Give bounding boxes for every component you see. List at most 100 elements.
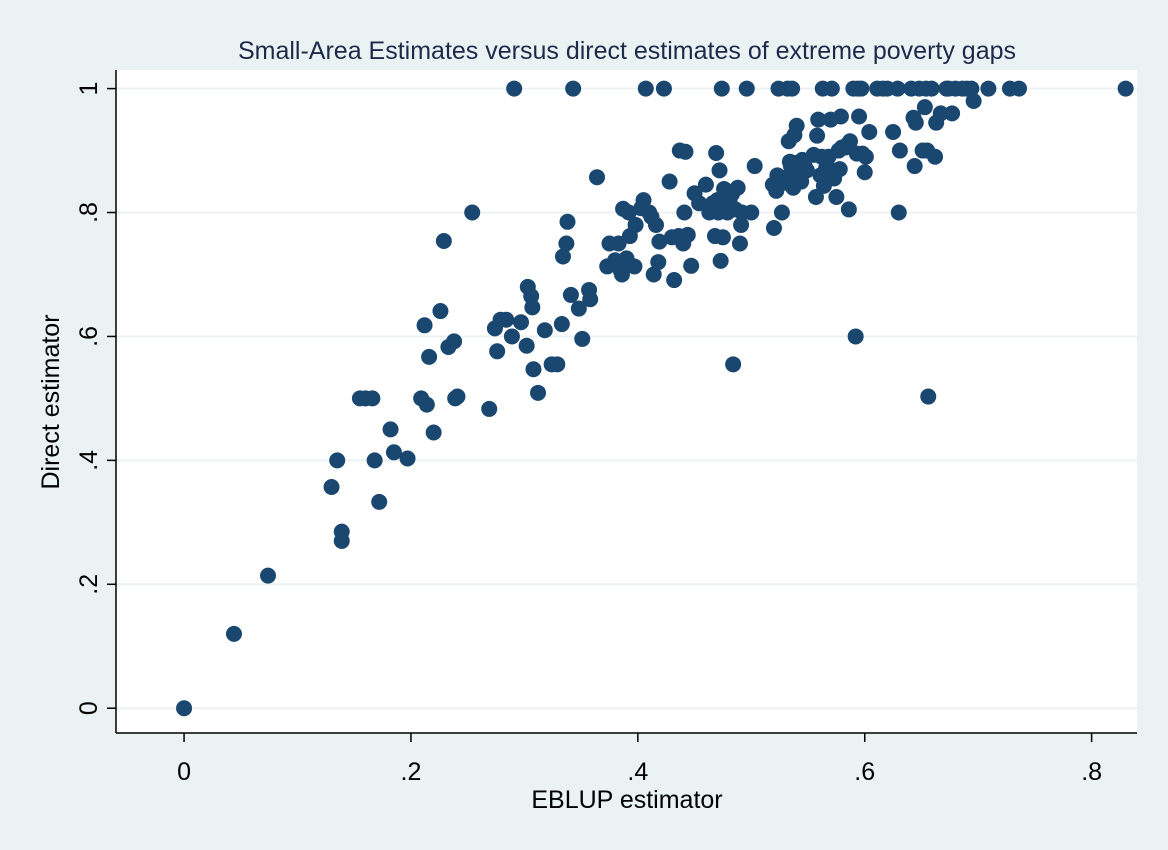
data-point [366,452,383,469]
data-point [613,266,630,283]
data-point [1117,80,1134,97]
y-tick-label: .2 [75,574,103,595]
data-point [620,204,637,221]
x-tick-label: .4 [627,758,648,786]
data-point [549,356,566,373]
data-point [418,396,435,413]
data-point [856,164,873,181]
data-point [906,158,923,175]
data-point [788,117,805,134]
data-point [743,204,760,221]
x-tick-label: 0 [177,758,191,786]
data-point [574,330,591,347]
chart-title: Small-Area Estimates versus direct estim… [238,37,1016,65]
data-point [697,176,714,193]
data-point [225,625,242,642]
data-point [809,127,826,144]
data-points [176,80,1134,717]
data-point [323,479,340,496]
data-point [841,133,858,150]
data-point [260,567,277,584]
x-tick-label: .2 [401,758,422,786]
data-point [963,80,980,97]
data-point [489,343,506,360]
data-point [506,80,523,97]
data-point [650,254,667,271]
data-point [691,195,708,212]
y-tick-label: 1 [75,82,103,96]
data-point [626,258,643,275]
data-point [708,145,725,162]
data-point [861,123,878,140]
data-point [446,333,463,350]
data-point [823,80,840,97]
y-tick-label: .8 [75,202,103,223]
data-point [176,700,193,717]
data-point [635,192,652,209]
data-point [773,204,790,221]
data-point [464,204,481,221]
x-tick-label: .6 [854,758,875,786]
data-point [828,189,845,206]
data-point [421,348,438,365]
data-point [853,80,870,97]
data-point [731,235,748,252]
data-point [530,384,547,401]
data-point [645,266,662,283]
data-point [927,148,944,165]
data-point [784,80,801,97]
data-point [889,80,906,97]
data-point [733,216,750,233]
data-point [333,532,350,549]
data-point [810,111,827,128]
data-point [570,300,587,317]
data-point [554,248,571,265]
data-point [746,158,763,175]
data-point [798,162,815,179]
data-point [666,272,683,289]
data-point [559,213,576,230]
data-point [714,229,731,246]
data-point [890,204,907,221]
data-point [512,314,529,331]
x-axis-label: EBLUP estimator [531,786,722,814]
data-point [364,390,381,407]
data-point [831,161,848,178]
data-point [920,388,937,405]
data-point [385,444,402,461]
data-point [536,322,553,339]
data-point [851,108,868,125]
data-point [525,361,542,378]
data-point [676,204,693,221]
data-point [885,123,902,140]
data-point [524,299,541,316]
data-point [1011,80,1028,97]
data-point [965,92,982,109]
data-point [807,189,824,206]
data-point [627,216,644,233]
data-point [647,216,664,233]
data-point [840,201,857,218]
data-point [980,80,997,97]
data-point [932,105,949,122]
data-point [907,114,924,131]
data-point [655,80,672,97]
data-point [562,286,579,303]
data-point [891,142,908,159]
data-point [449,388,466,405]
data-point [371,493,388,510]
data-point [683,257,700,274]
data-point [711,162,728,179]
data-point [610,235,627,252]
data-point [857,148,874,165]
y-axis-label: Direct estimator [37,314,65,489]
data-point [432,303,449,320]
data-point [553,316,570,333]
data-point [425,424,442,441]
data-point [725,356,742,373]
data-point [712,252,729,269]
plot-area [116,70,1137,733]
data-point [435,233,452,250]
data-point [661,173,678,190]
